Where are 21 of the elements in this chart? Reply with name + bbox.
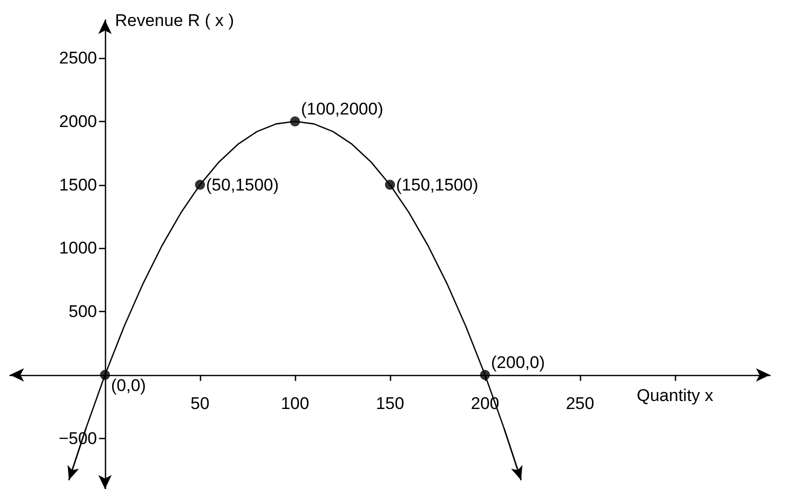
point: [385, 180, 395, 190]
y-tick-label: 2500: [59, 48, 97, 68]
point: [100, 370, 110, 380]
point: [290, 116, 300, 126]
annotation: (150,1500): [396, 175, 478, 194]
x-tick-label: 250: [566, 394, 594, 413]
annotation: (100,2000): [301, 99, 384, 118]
x-axis-title: Quantity x: [636, 386, 714, 405]
y-tick-label: 1500: [59, 175, 97, 194]
annotation: (200,0): [491, 352, 545, 372]
y-tick-label: 1000: [59, 238, 97, 258]
y-tick-label: 500: [68, 302, 97, 322]
point: [480, 370, 490, 380]
y-tick-label: 2000: [59, 112, 97, 131]
annotation: (0,0): [111, 376, 146, 395]
point: [195, 180, 205, 190]
y-axis-title: Revenue R ( x ): [115, 11, 234, 30]
x-tick-label: 50: [190, 394, 210, 413]
x-tick-label: 150: [376, 394, 404, 413]
annotation: (50,1500): [206, 175, 279, 194]
x-tick-label: 100: [280, 394, 310, 413]
